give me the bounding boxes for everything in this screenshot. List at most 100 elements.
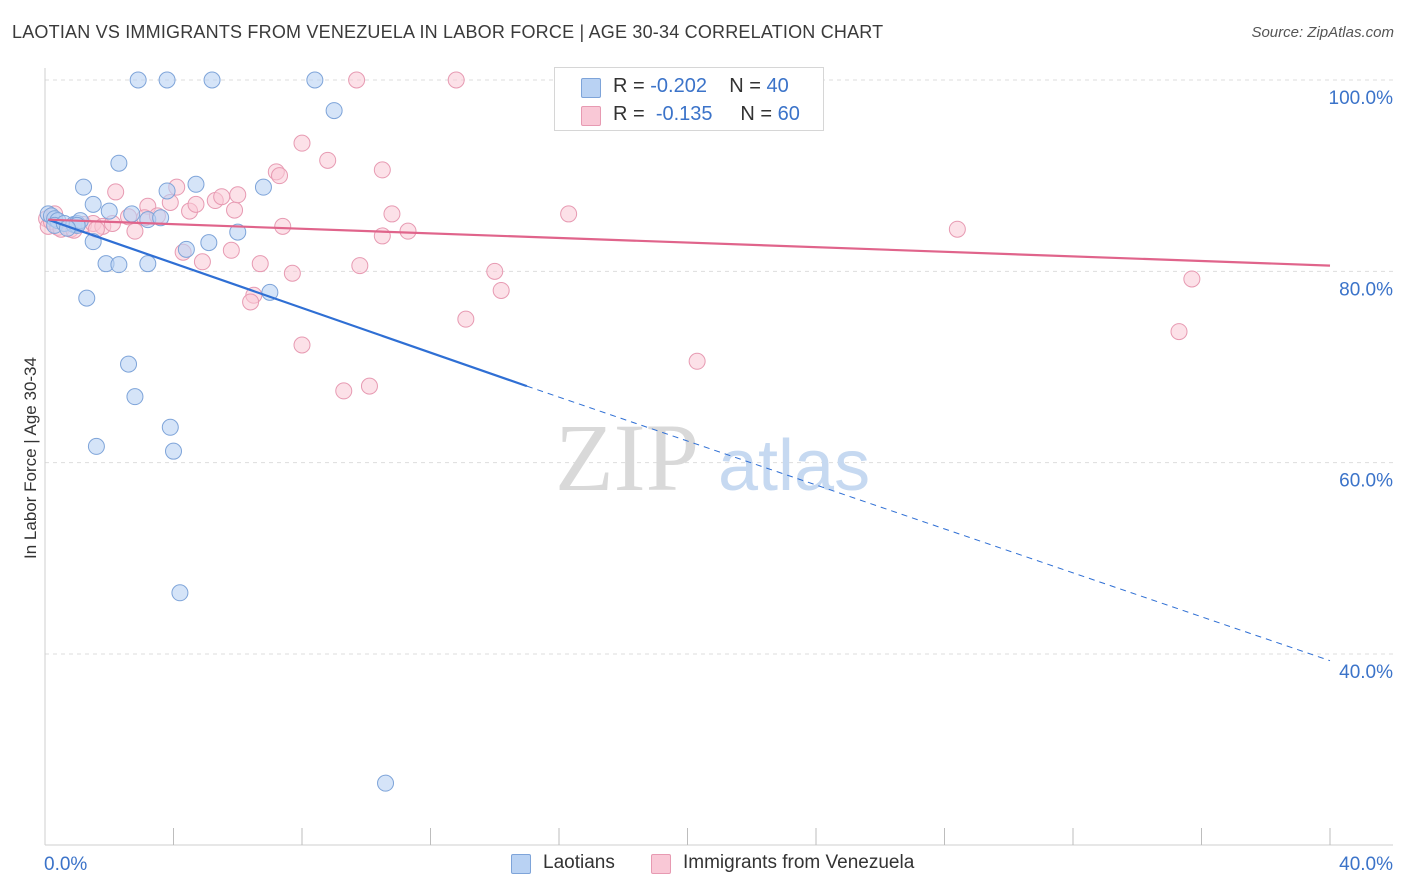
venezuela-point-33 [293,336,311,354]
laotians-point-31 [126,388,144,406]
venezuela-point-36 [335,382,353,400]
venezuela-point-53 [1183,270,1201,288]
laotians-point-29 [78,289,96,307]
laotians-legend-swatch [511,854,531,874]
venezuela-point-25 [229,186,247,204]
laotians-point-36 [129,71,147,89]
laotians-point-21 [100,202,118,220]
y-tick-label-1: 60.0% [1339,471,1393,492]
venezuela-point-46 [486,262,504,280]
venezuela-legend-label: Immigrants from Venezuela [683,852,915,873]
venezuela-point-30 [271,167,289,185]
laotians-swatch [581,78,601,98]
venezuela-point-51 [948,220,966,238]
laotians-point-33 [161,418,179,436]
legend-row-venezuela: R = -0.135 N = 60 [555,101,823,129]
laotians-r-value: -0.202 [650,75,707,97]
watermark-zip: ZIP [555,404,699,511]
laotians-point-23 [110,256,128,274]
venezuela-point-28 [251,255,269,273]
venezuela-point-11 [126,222,144,240]
laotians-point-30 [120,355,138,373]
laotians-point-25 [177,240,195,258]
laotians-point-34 [165,442,182,460]
y-axis-label: In Labor Force | Age 30-34 [21,357,40,559]
laotians-point-35 [171,584,189,602]
laotians-point-14 [123,205,141,223]
venezuela-legend-swatch [651,854,671,874]
laotians-point-18 [187,175,205,193]
venezuela-point-32 [283,264,301,282]
y-tick-label-0: 40.0% [1339,662,1393,683]
venezuela-point-31 [274,217,292,235]
venezuela-point-45 [457,310,475,328]
venezuela-point-47 [492,281,510,299]
venezuela-r-label: R = [613,103,645,125]
venezuela-point-42 [383,205,401,223]
venezuela-point-48 [560,205,578,223]
points-laotians [39,71,395,792]
laotians-trend-solid [47,218,528,388]
venezuela-point-35 [319,151,337,169]
laotians-point-40 [325,102,343,120]
venezuela-point-41 [373,227,391,245]
x-tick-label-0: 0.0% [44,854,87,875]
laotians-point-32 [87,437,105,455]
series-legend: Laotians Immigrants from Venezuela [0,852,1406,878]
chart-title: LAOTIAN VS IMMIGRANTS FROM VENEZUELA IN … [12,22,884,42]
laotians-point-41 [377,774,395,792]
laotians-r-label: R = [613,75,645,97]
venezuela-point-49 [688,352,706,370]
watermark-atlas: atlas [718,426,870,506]
laotians-point-11 [84,195,102,213]
venezuela-point-52 [1170,323,1188,341]
laotians-point-27 [229,223,247,241]
venezuela-r-value: -0.135 [655,103,713,125]
tick-labels: 40.0% 60.0% 80.0% 100.0% 0.0% 40.0% [44,88,1393,875]
venezuela-point-27 [242,293,260,311]
venezuela-point-39 [360,377,378,395]
venezuela-point-44 [447,71,465,89]
venezuela-point-23 [222,241,240,259]
venezuela-point-40 [373,161,391,179]
laotians-point-16 [152,209,170,227]
venezuela-point-19 [187,195,205,213]
venezuela-point-22 [213,188,231,206]
y-tick-label-2: 80.0% [1339,279,1393,300]
laotians-n-value: 40 [766,75,789,97]
source-credit: Source: ZipAtlas.com [1251,24,1394,41]
grid-lines [45,79,1393,655]
venezuela-trend-line [48,218,1331,267]
laotians-point-38 [203,71,221,89]
venezuela-point-37 [348,71,366,89]
venezuela-n-value: 60 [777,103,800,125]
laotians-legend-label: Laotians [543,852,615,873]
trend-lines [47,218,1331,662]
venezuela-point-38 [351,257,369,275]
venezuela-point-43 [399,222,417,240]
laotians-point-12 [75,178,93,196]
laotians-point-26 [200,234,218,252]
laotians-n-label: N = [729,75,761,97]
points-venezuela [38,71,1201,400]
laotians-point-17 [158,182,176,200]
venezuela-point-34 [293,134,311,152]
laotians-point-37 [158,71,176,89]
laotians-point-39 [306,71,324,89]
venezuela-swatch [581,106,601,126]
laotians-trend-dashed [526,385,1331,662]
laotians-point-24 [139,255,157,273]
laotians-point-19 [254,178,272,196]
y-tick-label-3: 100.0% [1329,88,1394,109]
venezuela-point-55 [107,183,125,201]
venezuela-point-20 [193,253,211,271]
venezuela-point-24 [226,201,244,219]
stats-legend: R = -0.202 N = 40 R = -0.135 N = 60 [554,67,824,131]
x-tick-label-1: 40.0% [1339,854,1393,875]
venezuela-n-label: N = [740,103,773,125]
laotians-point-13 [110,154,128,172]
watermark: ZIP atlas [555,404,870,511]
axes [44,68,1393,846]
legend-row-laotians: R = -0.202 N = 40 [555,73,823,101]
